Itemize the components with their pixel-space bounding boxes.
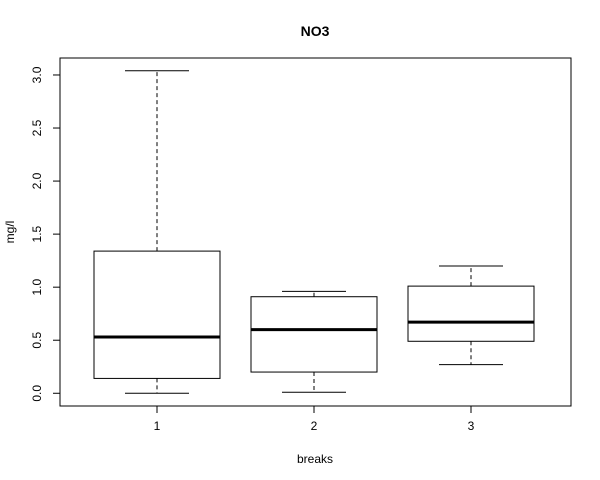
- chart-title: NO3: [301, 23, 330, 39]
- box-iqr: [250, 296, 378, 373]
- y-tick-label: 1.0: [30, 279, 44, 296]
- y-axis: 0.0 0.5 1.0 1.5 2.0 2.5 3.0: [30, 66, 61, 402]
- box-iqr: [407, 285, 535, 342]
- y-tick-label: 0.5: [30, 332, 44, 349]
- x-axis: 1 2 3: [154, 405, 475, 433]
- x-axis-label: breaks: [297, 452, 333, 466]
- x-tick-label: 2: [311, 419, 318, 433]
- boxes-layer: [93, 70, 535, 394]
- y-tick-label: 3.0: [30, 66, 44, 83]
- y-tick-label: 2.5: [30, 119, 44, 136]
- x-tick-label: 3: [468, 419, 475, 433]
- y-tick-label: 1.5: [30, 225, 44, 242]
- x-tick-label: 1: [154, 419, 161, 433]
- box-group-1: [93, 70, 221, 394]
- box-group-2: [250, 290, 378, 393]
- y-tick-label: 2.0: [30, 172, 44, 189]
- y-axis-label: mg/l: [3, 221, 17, 244]
- y-tick-label: 0.0: [30, 385, 44, 402]
- box-group-3: [407, 265, 535, 366]
- box-iqr: [93, 250, 221, 379]
